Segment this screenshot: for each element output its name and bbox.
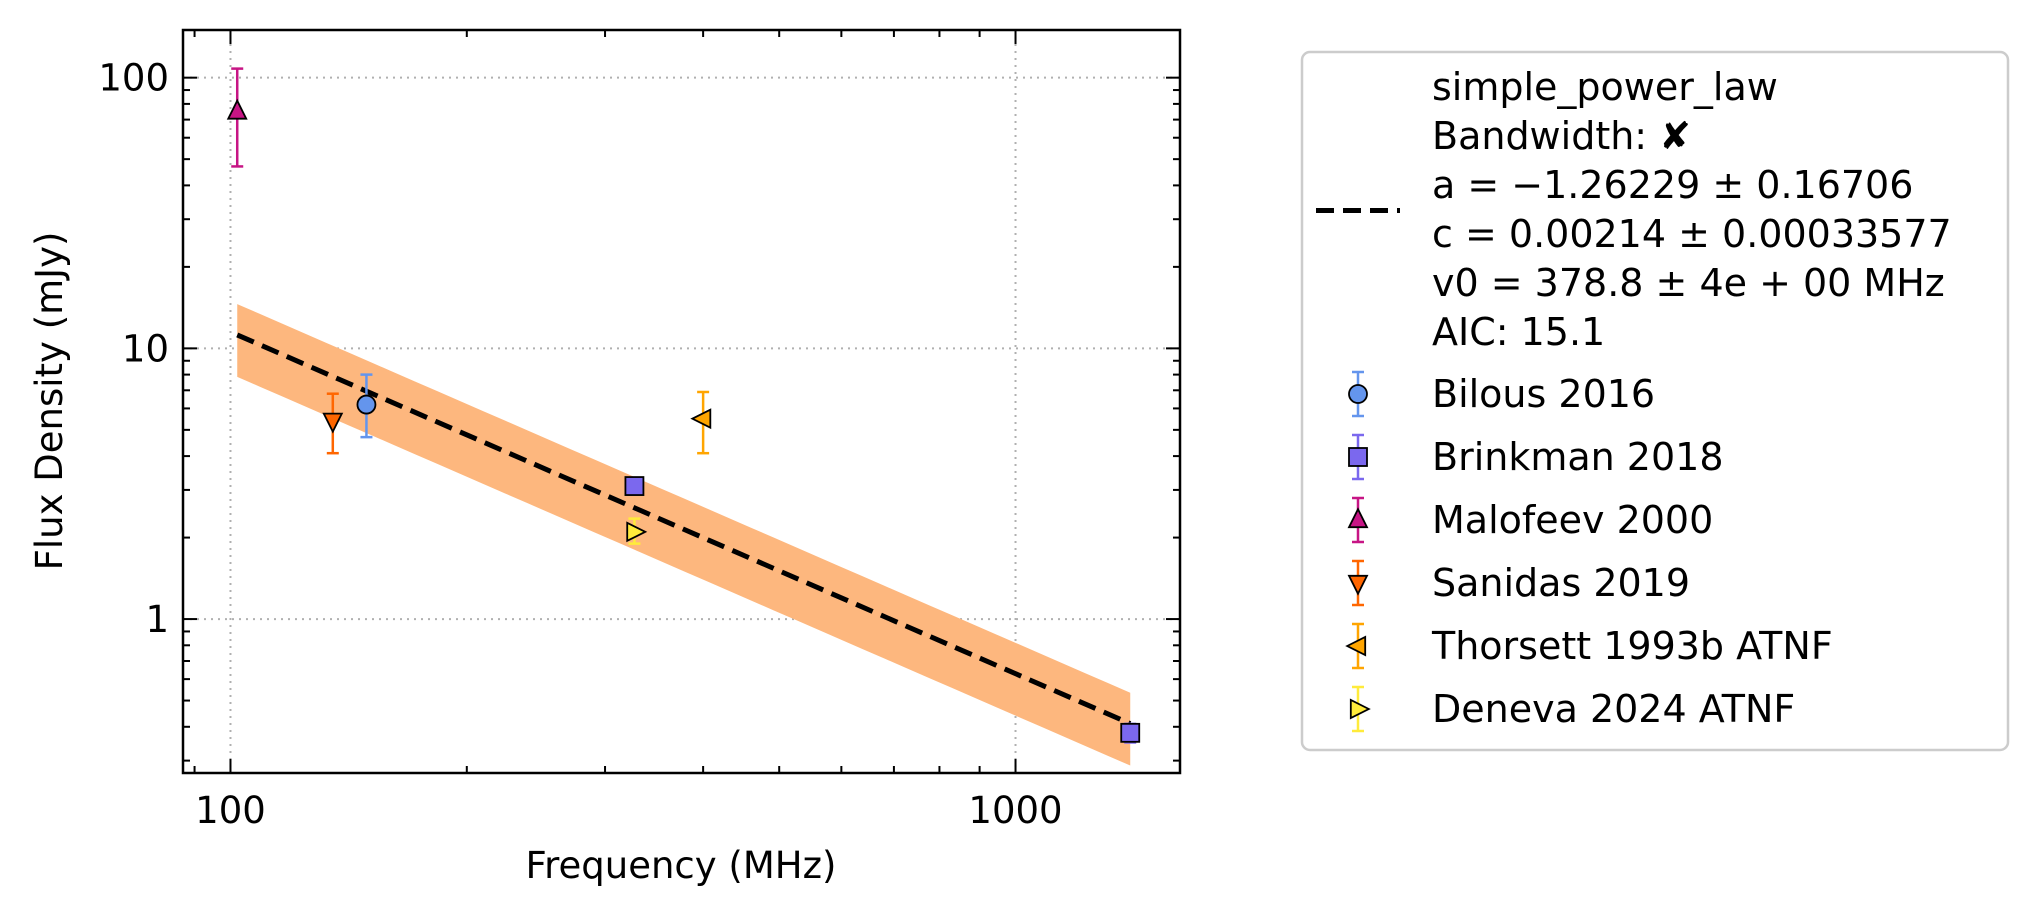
legend-marker-triangle-right [1349, 698, 1371, 720]
legend-series-entries: Bilous 2016 Brinkman 2018 Malofeev 2000 San… [1345, 370, 1833, 733]
legend-box [1300, 50, 2010, 752]
legend-marker-triangle-left [1345, 635, 1367, 657]
plot-frame [181, 28, 1182, 775]
y-axis-label: Flux Density (mJy) [28, 232, 71, 571]
legend-fit-text: AIC: 15.1 [1432, 310, 1605, 354]
point-sanidas-2019 [322, 392, 344, 455]
marker-triangle-left [690, 408, 712, 430]
legend-entry-thorsett-1993b-atnf: Thorsett 1993b ATNF [1345, 622, 1833, 670]
data-points [226, 67, 1141, 744]
point-brinkman-2018 [624, 476, 645, 496]
legend-series-label: Thorsett 1993b ATNF [1431, 624, 1833, 668]
legend-entry-bilous-2016: Bilous 2016 [1348, 370, 1655, 418]
fit-uncertainty-band [237, 304, 1131, 766]
legend-fit-text: c = 0.00214 ± 0.00033577 [1432, 212, 1952, 256]
legend-entry-deneva-2024-atnf: Deneva 2024 ATNF [1349, 685, 1795, 733]
legend-series-label: Bilous 2016 [1432, 372, 1655, 416]
fit-dashed-line [236, 332, 1132, 726]
legend-series-label: Brinkman 2018 [1432, 435, 1724, 479]
legend-entry-malofeev-2000: Malofeev 2000 [1347, 496, 1713, 544]
point-brinkman-2018 [1120, 722, 1141, 744]
marker-square [624, 476, 645, 496]
legend-fit-text: v0 = 378.8 ± 4e + 00 MHz [1432, 261, 1945, 305]
marker-square [1120, 722, 1141, 743]
y-tick-label: 100 [98, 57, 169, 100]
marker-triangle-right [626, 521, 648, 543]
legend-fit-text: simple_power_law [1432, 65, 1778, 109]
marker-circle [356, 394, 377, 415]
tick-labels: 100 1000 1 10 100 [98, 57, 1062, 832]
legend-fit-text: Bandwidth: ✘ [1432, 114, 1691, 158]
point-bilous-2016 [356, 373, 377, 439]
legend: simple_power_law Bandwidth: ✘ a = −1.26229… [1300, 50, 2010, 752]
y-tick-label: 1 [145, 598, 169, 641]
y-tick-label: 10 [122, 327, 169, 370]
legend-fit-entry: simple_power_law Bandwidth: ✘ a = −1.26229… [1316, 65, 1952, 354]
legend-marker-square [1348, 447, 1368, 467]
x-tick-label: 100 [195, 789, 266, 832]
fit-band-polygon [237, 304, 1131, 766]
legend-entry-brinkman-2018: Brinkman 2018 [1348, 433, 1724, 481]
legend-fit-text: a = −1.26229 ± 0.16706 [1432, 163, 1913, 207]
legend-marker-circle [1348, 384, 1368, 404]
point-thorsett-1993b-atnf [690, 390, 712, 455]
legend-marker-triangle-down [1347, 574, 1369, 596]
fit-line [236, 332, 1132, 726]
legend-series-label: Sanidas 2019 [1432, 561, 1690, 605]
point-malofeev-2000 [226, 67, 248, 168]
x-axis-label: Frequency (MHz) [526, 844, 837, 887]
axis-ticks [183, 30, 1180, 773]
x-tick-label: 1000 [968, 789, 1062, 832]
point-deneva-2024-atnf [626, 517, 648, 545]
legend-marker-triangle-up [1347, 507, 1369, 529]
marker-triangle-down [322, 412, 344, 434]
legend-series-label: Malofeev 2000 [1432, 498, 1713, 542]
marker-triangle-up [226, 98, 248, 120]
grid [183, 30, 1180, 773]
legend-entry-sanidas-2019: Sanidas 2019 [1347, 559, 1690, 607]
legend-series-label: Deneva 2024 ATNF [1432, 687, 1795, 731]
